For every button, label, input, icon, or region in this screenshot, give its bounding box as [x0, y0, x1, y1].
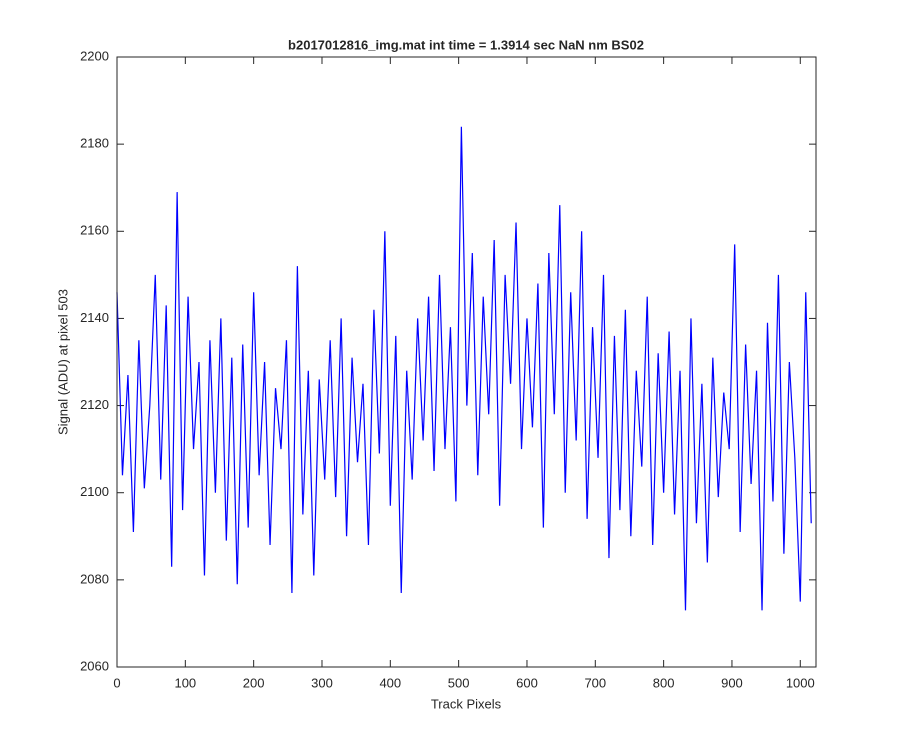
axes-box [116, 56, 817, 668]
x-tick-label: 200 [243, 675, 265, 690]
x-tick-label: 1000 [786, 675, 815, 690]
x-tick-label: 100 [174, 675, 196, 690]
data-line [116, 126, 812, 611]
y-tick-label: 2120 [80, 397, 109, 412]
y-tick-label: 2180 [80, 136, 109, 151]
y-tick-label: 2140 [80, 310, 109, 325]
x-tick-label: 900 [721, 675, 743, 690]
y-tick-label: 2200 [80, 48, 109, 63]
chart-title: b2017012816_img.mat int time = 1.3914 se… [288, 37, 644, 52]
y-tick-label: 2100 [80, 484, 109, 499]
x-tick-label: 500 [448, 675, 470, 690]
x-tick-label: 800 [653, 675, 675, 690]
x-axis-label: Track Pixels [431, 696, 502, 711]
y-tick-label: 2060 [80, 658, 109, 673]
x-tick-label: 400 [379, 675, 401, 690]
x-tick-label: 600 [516, 675, 538, 690]
x-tick-label: 300 [311, 675, 333, 690]
y-tick-label: 2080 [80, 571, 109, 586]
y-axis-label: Signal (ADU) at pixel 503 [55, 289, 70, 435]
y-tick-label: 2160 [80, 223, 109, 238]
x-tick-label: 700 [584, 675, 606, 690]
x-tick-label: 0 [113, 675, 120, 690]
